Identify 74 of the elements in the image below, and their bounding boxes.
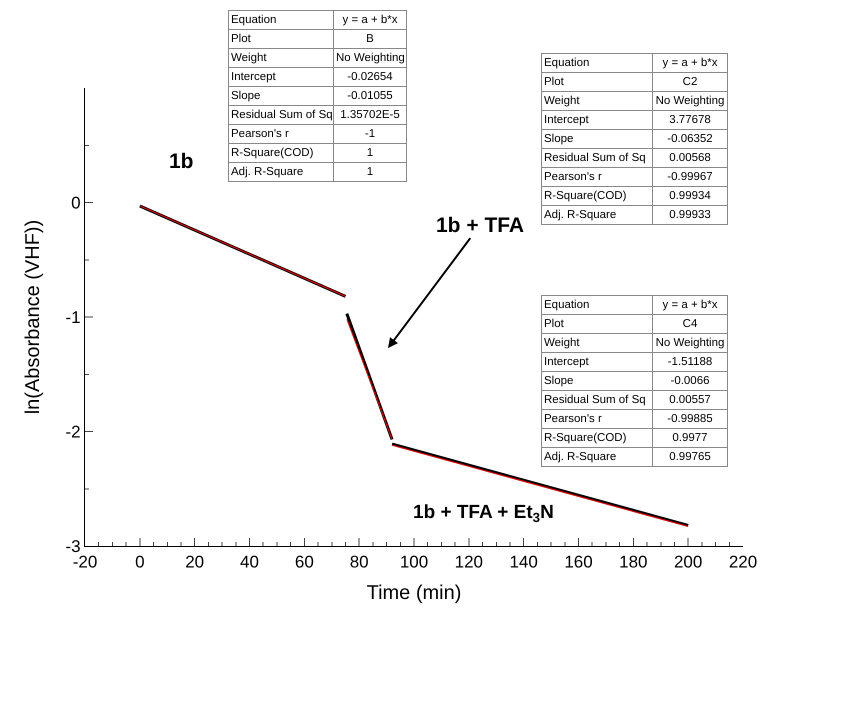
text: y = a + b*x xyxy=(334,10,406,30)
x-tick-label: 20 xyxy=(185,552,204,572)
annotation: -0.06352 xyxy=(652,130,728,148)
annotation: Equation xyxy=(542,296,652,314)
x-tick-label: 80 xyxy=(350,552,369,572)
annotation: C2 xyxy=(652,72,728,92)
text: -0.02654 xyxy=(334,68,406,86)
annotation: Weight xyxy=(542,92,652,110)
annotation: C4 xyxy=(652,314,728,334)
annotation: -0.0066 xyxy=(652,372,728,390)
annotation: Residual Sum of Sq xyxy=(542,390,652,410)
annotation: Weight xyxy=(542,334,652,352)
annotation: 0.9977 xyxy=(652,428,728,448)
annotation: -0.01055 xyxy=(334,86,406,106)
annotation: -0.99885 xyxy=(652,410,728,428)
y-tick-label: -2 xyxy=(65,422,81,442)
x-tick-label: 60 xyxy=(294,552,314,572)
text: y = a + b*x xyxy=(652,54,728,72)
text: Equation xyxy=(542,54,652,72)
x-tick-label: 120 xyxy=(454,552,484,572)
annotation: -0.99967 xyxy=(652,168,728,186)
annotation: Slope xyxy=(542,372,652,390)
annotation: 1b xyxy=(169,150,194,173)
text: No Weighting xyxy=(334,48,406,68)
text: Weight xyxy=(228,48,334,68)
annotation: 1 xyxy=(334,162,406,182)
annotation: 0.99765 xyxy=(652,448,728,466)
annotation: Residual Sum of Sq xyxy=(542,148,652,168)
annotation: 3.77678 xyxy=(652,110,728,130)
annotation: Slope xyxy=(228,86,334,106)
x-tick-label: 220 xyxy=(728,552,758,572)
annotation: 1.35702E-5 xyxy=(334,106,406,124)
text: B xyxy=(334,30,406,48)
annotation: Intercept xyxy=(542,110,652,130)
annotation: 1b + TFA xyxy=(436,214,524,237)
annotation: 0.00568 xyxy=(652,148,728,168)
text: Plot xyxy=(228,30,334,48)
annotation: Intercept xyxy=(542,352,652,372)
annotation: R-Square(COD) xyxy=(542,428,652,448)
annotation: -1.51188 xyxy=(652,352,728,372)
x-tick-label: 40 xyxy=(240,552,259,572)
annotation: No Weighting xyxy=(652,92,728,110)
annotation: Adj. R-Square xyxy=(228,162,334,182)
annotation: 1 xyxy=(334,144,406,162)
y-axis-title: ln(Absorbance (VHF)) xyxy=(22,220,44,414)
annotation: Plot xyxy=(542,72,652,92)
x-tick-label: 180 xyxy=(619,552,648,572)
y-tick-label: 0 xyxy=(71,193,81,212)
annotation: 0.99934 xyxy=(652,186,728,206)
x-tick-label: 200 xyxy=(674,552,702,572)
x-tick-label: 0 xyxy=(135,552,145,572)
annotation: 0.99933 xyxy=(652,206,728,224)
annotation: -1 xyxy=(334,124,406,144)
x-tick-label: 160 xyxy=(564,552,593,572)
annotation: Pearson's r xyxy=(542,410,652,428)
annotation: 1b + TFA + Et$_{3}$N xyxy=(413,502,554,525)
annotation: Pearson's r xyxy=(228,124,334,144)
annotation: Plot xyxy=(542,314,652,334)
text: Equation xyxy=(228,10,334,30)
y-tick-label: -1 xyxy=(65,308,81,327)
x-axis-title: Time (min) xyxy=(366,582,462,604)
annotation: No Weighting xyxy=(652,334,728,352)
annotation: Residual Sum of Sq xyxy=(228,106,334,124)
x-tick-label: 100 xyxy=(400,552,428,572)
annotation: Pearson's r xyxy=(542,168,652,186)
annotation: y = a + b*x xyxy=(652,296,728,314)
annotation: R-Square(COD) xyxy=(228,144,334,162)
annotation: Slope xyxy=(542,130,652,148)
annotation: 0.00557 xyxy=(652,390,728,410)
x-tick-label: 140 xyxy=(509,552,538,572)
text: Intercept xyxy=(228,68,334,86)
annotation: Adj. R-Square xyxy=(542,448,652,466)
annotation: R-Square(COD) xyxy=(542,186,652,206)
annotation: Adj. R-Square xyxy=(542,206,652,224)
